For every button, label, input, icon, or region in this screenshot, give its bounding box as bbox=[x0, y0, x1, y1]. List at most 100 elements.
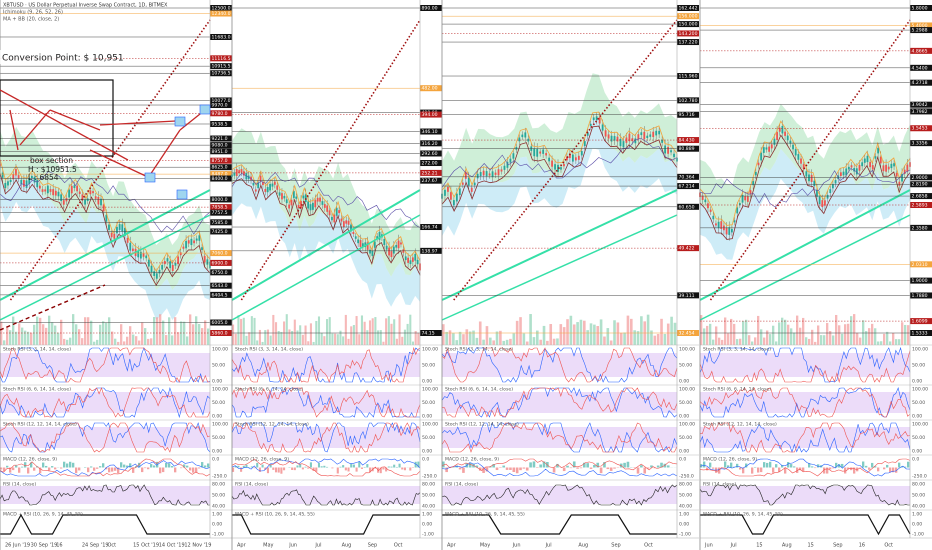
volume-bar bbox=[156, 317, 159, 345]
candle bbox=[350, 224, 352, 232]
volume-bar bbox=[820, 335, 823, 345]
candle bbox=[297, 204, 300, 208]
overbought-band bbox=[0, 392, 210, 413]
volume-bar bbox=[285, 314, 288, 345]
candle bbox=[316, 197, 319, 202]
price-label-box bbox=[677, 5, 699, 11]
price-label-box bbox=[677, 39, 699, 46]
trend-line bbox=[441, 189, 678, 301]
macd-histogram bbox=[660, 462, 663, 468]
volume-bar bbox=[296, 330, 299, 345]
macd-histogram bbox=[889, 467, 892, 473]
macd-histogram bbox=[853, 467, 856, 474]
candle bbox=[94, 196, 97, 199]
macd-histogram bbox=[536, 467, 539, 469]
indicator-scale-label: 100.00 bbox=[212, 387, 228, 393]
price-label: 1.9000 bbox=[912, 278, 928, 284]
volume-bar bbox=[626, 315, 630, 345]
candle bbox=[874, 156, 877, 159]
macd-histogram bbox=[883, 467, 886, 470]
volume-bar bbox=[727, 333, 730, 345]
volume-bar bbox=[529, 314, 532, 345]
volume-bar bbox=[712, 339, 715, 345]
stoch-k bbox=[231, 347, 421, 384]
header-indicator: Ichimoku (9, 26, 52, 26) bbox=[3, 10, 63, 16]
candle bbox=[717, 221, 720, 229]
candle bbox=[491, 171, 494, 178]
candle bbox=[49, 189, 52, 192]
time-label: Aug bbox=[342, 543, 352, 549]
macd-histogram bbox=[492, 464, 495, 468]
macd-histogram bbox=[60, 467, 63, 469]
price-label-box bbox=[910, 193, 932, 200]
price-label-box bbox=[910, 330, 932, 336]
candle bbox=[770, 144, 773, 149]
macd-histogram bbox=[403, 467, 406, 471]
volume-bar bbox=[334, 333, 337, 345]
price-label: 137.220 bbox=[679, 40, 698, 46]
price-label: 6543.0 bbox=[212, 283, 228, 289]
volume-bar bbox=[132, 334, 135, 345]
price-label-box bbox=[420, 150, 442, 157]
volume-bar bbox=[192, 324, 195, 345]
volume-bar bbox=[895, 339, 898, 345]
macd-histogram bbox=[724, 461, 727, 468]
volume-bar bbox=[81, 338, 84, 345]
candle bbox=[86, 198, 89, 201]
candle bbox=[863, 158, 866, 163]
volume-bar bbox=[411, 341, 415, 345]
macd-histogram bbox=[495, 467, 499, 471]
volume-bar bbox=[54, 325, 57, 345]
candle bbox=[292, 191, 295, 198]
stoch-d bbox=[441, 422, 678, 453]
macd-histogram bbox=[606, 467, 610, 470]
macd-histogram bbox=[168, 463, 171, 468]
macd-histogram bbox=[162, 467, 165, 473]
candle bbox=[259, 175, 262, 182]
candle bbox=[661, 139, 664, 143]
macd-histogram bbox=[623, 462, 626, 468]
macd-histogram bbox=[811, 466, 814, 468]
volume-bar bbox=[468, 331, 472, 345]
candle bbox=[470, 187, 473, 192]
volume-bar bbox=[374, 317, 377, 345]
price-label: 12500.0 bbox=[212, 6, 231, 12]
volume-bar bbox=[754, 337, 757, 345]
candle bbox=[850, 165, 853, 168]
macd-histogram bbox=[296, 465, 299, 468]
volume-bar bbox=[21, 327, 24, 345]
price-label: 67.214 bbox=[679, 184, 695, 190]
candle bbox=[89, 190, 92, 195]
trend-line-dotted bbox=[709, 19, 911, 301]
volume-bar bbox=[280, 331, 283, 345]
indicator-label: MACD + RSI (10, 26, 9, 14, 45, 55) bbox=[445, 512, 525, 518]
indicator-scale-label: 1.00 bbox=[422, 512, 432, 518]
candle bbox=[503, 165, 506, 170]
indicator-scale-label: 40.00 bbox=[679, 504, 692, 510]
price-label-box bbox=[210, 120, 232, 127]
candle bbox=[52, 189, 55, 196]
time-label: Oct bbox=[884, 543, 893, 549]
volume-bar bbox=[277, 330, 280, 345]
indicator-scale-label: 50.00 bbox=[212, 493, 225, 499]
time-label: 24 Sep '19 bbox=[82, 543, 109, 549]
candle bbox=[667, 146, 669, 154]
price-label: 10736.5 bbox=[212, 71, 231, 77]
macd-histogram bbox=[283, 467, 286, 471]
candle bbox=[610, 135, 613, 142]
price-label-box bbox=[910, 174, 932, 181]
volume-bar bbox=[27, 331, 30, 345]
time-label: Oct bbox=[108, 543, 117, 549]
volume-bar bbox=[18, 323, 21, 345]
price-label-box bbox=[910, 64, 932, 71]
candle bbox=[153, 271, 156, 276]
volume-bar bbox=[258, 329, 261, 345]
macd-histogram bbox=[250, 466, 253, 468]
indicator-scale-label: 40.00 bbox=[422, 504, 435, 510]
price-label-box bbox=[910, 181, 932, 188]
indicator-scale-label: 50.00 bbox=[212, 435, 225, 441]
macd-histogram bbox=[326, 466, 329, 468]
indicator-label: Stoch RSI (3, 3, 14, 14, close) bbox=[703, 347, 771, 353]
volume-bar bbox=[120, 324, 123, 345]
candle bbox=[467, 177, 470, 186]
